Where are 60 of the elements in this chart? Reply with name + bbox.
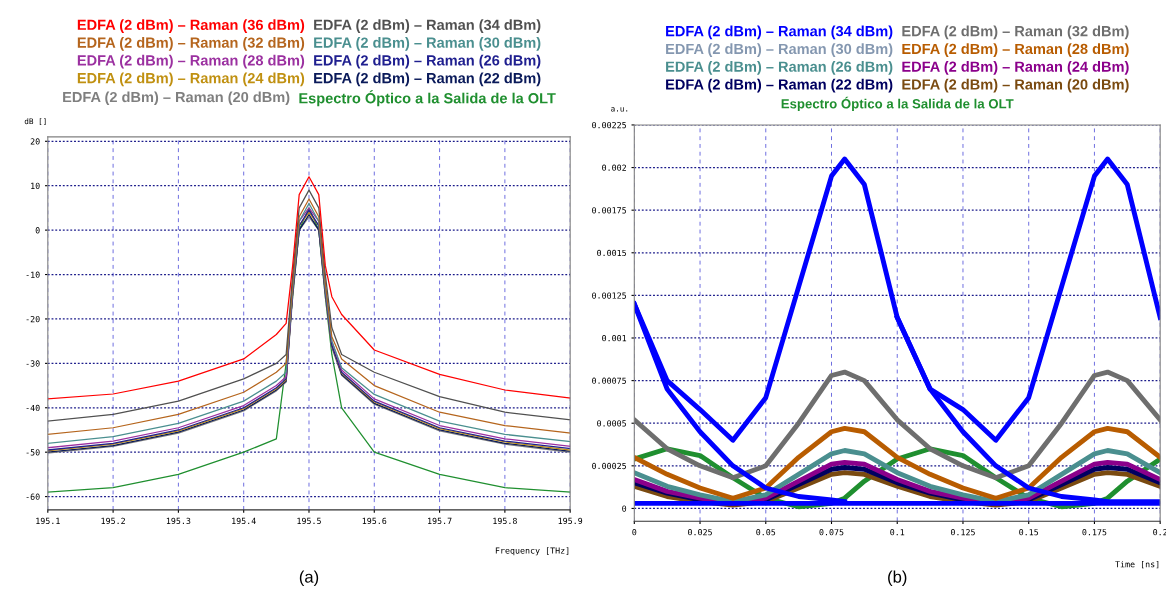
y-tick-label: 0.00075	[592, 377, 626, 384]
x-tick-label: 195.2	[101, 517, 125, 525]
text: EDFA (2 dBm) – Raman (34 dBm)	[666, 25, 893, 40]
x-axis-title: Frequency [THz]	[495, 547, 569, 556]
y-tick-label: 0.00225	[592, 121, 626, 129]
text: EDFA (2 dBm) – Raman (22 dBm)	[314, 72, 541, 87]
y-tick-label: 0.00175	[592, 207, 626, 214]
x-tick-label: 0.05	[756, 529, 776, 536]
text: EDFA (2 dBm) – Raman (34 dBm)	[314, 19, 541, 33]
text: EDFA (2 dBm) – Raman (32 dBm)	[902, 25, 1129, 40]
x-tick-label: 0.075	[819, 529, 844, 536]
y-tick-label: -20	[26, 315, 40, 323]
x-tick-label: 195.6	[362, 517, 387, 525]
y-tick-label: 0	[35, 227, 40, 234]
x-tick-label: 195.7	[428, 517, 452, 525]
y-tick-label: 10	[31, 182, 40, 190]
y-tick-label: 20	[30, 138, 40, 145]
x-tick-label: 195.1	[36, 517, 60, 525]
x-tick-label: 0.2	[1153, 529, 1166, 536]
text: (b)	[888, 570, 907, 587]
text: EDFA (2 dBm) – Raman (36 dBm)	[77, 19, 305, 33]
x-tick-label: 195.3	[166, 517, 191, 525]
text: (a)	[299, 570, 319, 587]
x-tick-label: 0	[632, 529, 637, 536]
text: EDFA (2 dBm) – Raman (26 dBm)	[314, 54, 541, 69]
text: EDFA (2 dBm) – Raman (32 dBm)	[77, 37, 305, 51]
y-tick-label: 0.001	[602, 335, 627, 342]
x-tick-label: 195.8	[493, 517, 517, 525]
text: EDFA (2 dBm) – Raman (20 dBm)	[63, 91, 290, 106]
text: EDFA (2 dBm) – Raman (24 dBm)	[902, 61, 1129, 75]
y-tick-label: -30	[26, 360, 40, 367]
y-tick-label: 0.00025	[592, 462, 626, 470]
y-tick-label: 0.0015	[597, 249, 626, 257]
text: Espectro Óptico a la Salida de la OLT	[781, 96, 1014, 112]
text: Espectro Óptico a la Salida de la OLT	[299, 90, 556, 107]
x-axis-title: Time [ns]	[1115, 560, 1159, 569]
y-tick-label: 0.0005	[597, 420, 626, 427]
y-tick-label: -40	[26, 404, 40, 412]
y-tick-label: -60	[26, 493, 40, 500]
y-tick-label: 0	[622, 505, 627, 512]
x-tick-label: 0.025	[688, 529, 712, 536]
text: EDFA (2 dBm) – Raman (24 dBm)	[77, 72, 305, 87]
x-tick-label: 195.4	[232, 517, 256, 525]
text: EDFA (2 dBm) – Raman (22 dBm)	[666, 78, 893, 93]
y-tick-label: -10	[26, 271, 40, 278]
x-tick-label: 195.5	[297, 517, 321, 525]
text: EDFA (2 dBm) – Raman (20 dBm)	[902, 78, 1129, 93]
x-tick-label: 0.175	[1082, 529, 1107, 536]
y-tick-label: -50	[26, 449, 40, 456]
x-tick-label: 0.15	[1019, 529, 1039, 536]
text: EDFA (2 dBm) – Raman (26 dBm)	[666, 61, 893, 75]
legend-label: EDFA (2 dBm) – Raman (30 dBm)	[666, 43, 893, 57]
y-tick-label: 0.002	[602, 164, 626, 171]
x-tick-label: 195.9	[558, 517, 583, 525]
text: EDFA (2 dBm) – Raman (28 dBm)	[77, 54, 305, 69]
x-tick-label: 0.125	[950, 529, 975, 536]
text: EDFA (2 dBm) – Raman (30 dBm)	[314, 37, 541, 51]
text: EDFA (2 dBm) – Raman (28 dBm)	[902, 43, 1129, 57]
x-tick-label: 0.1	[890, 529, 905, 536]
y-tick-label: 0.00125	[592, 292, 626, 299]
